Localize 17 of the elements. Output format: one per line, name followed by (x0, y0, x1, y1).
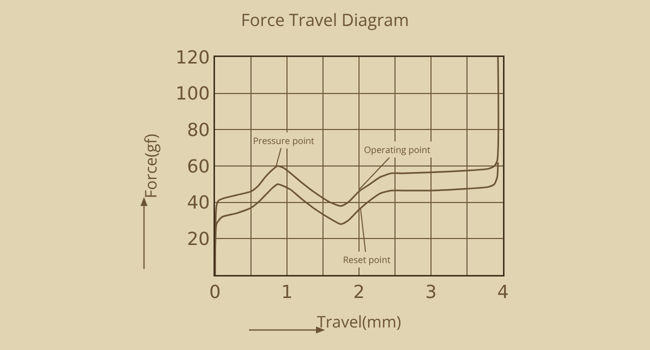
y-tick-label: 80 (186, 120, 210, 141)
chart-title: Force Travel Diagram (241, 8, 409, 31)
annotation: Pressure point (253, 134, 314, 147)
x-axis-title: Travel(mm) (316, 310, 402, 333)
y-tick-label: 60 (186, 156, 210, 178)
x-tick-label: 0 (209, 282, 221, 304)
annotation: Operating point (364, 143, 430, 156)
x-tick-label: 2 (353, 282, 365, 304)
x-tick-label: 4 (497, 282, 509, 304)
y-tick-label: 100 (176, 84, 210, 105)
y-axis-title: Force(gf) (140, 133, 162, 198)
y-tick-label: 120 (176, 47, 210, 68)
x-tick-label: 1 (281, 282, 293, 304)
y-tick-label: 20 (186, 228, 210, 250)
annotation: Reset point (343, 253, 390, 266)
y-tick-label: 40 (186, 192, 210, 214)
x-tick-label: 3 (425, 282, 437, 304)
